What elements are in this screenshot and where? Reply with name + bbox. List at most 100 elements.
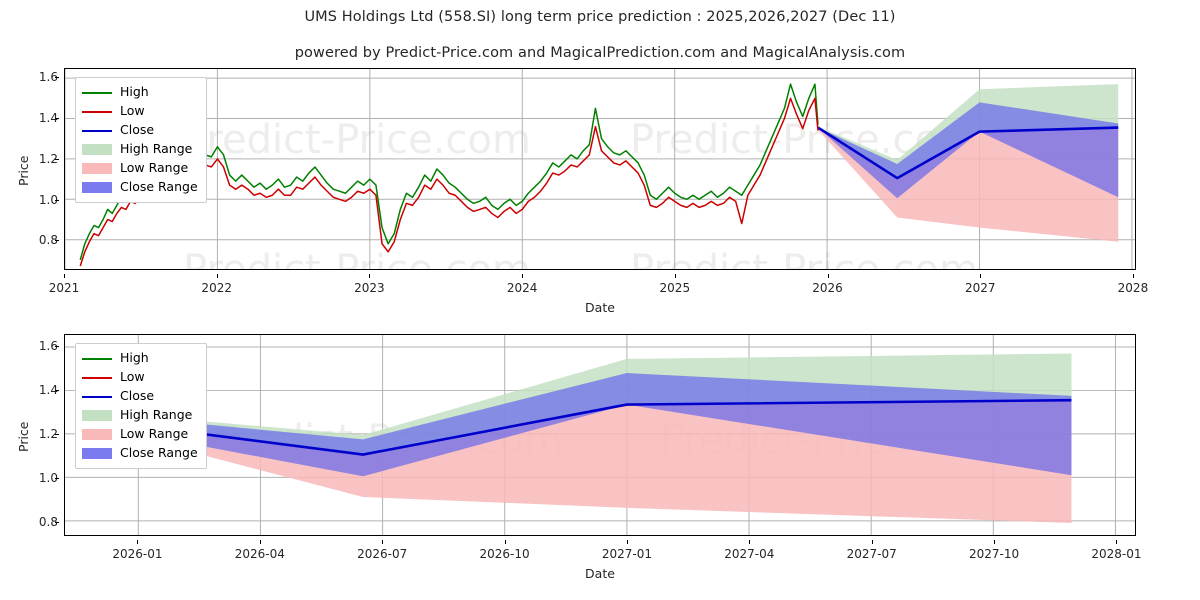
legend-item: Low Range [82,159,198,178]
x-tick-mark [382,540,384,544]
legend-item-label: High [120,350,149,366]
y-tick-mark [55,433,59,435]
legend-item-label: High [120,84,149,100]
x-tick-mark [827,274,829,278]
chart-title: UMS Holdings Ltd (558.SI) long term pric… [304,9,896,25]
x-tick-label: 2025 [659,281,691,295]
y-axis-ticks-bottom: 0.8 1.0 1.2 1.4 1.6 [0,334,59,536]
x-tick-label: 2027-10 [968,547,1020,561]
legend-item-label: High Range [120,407,193,423]
y-tick-mark [55,477,59,479]
legend-patch-swatch [82,448,112,459]
legend-patch-swatch [82,144,112,155]
x-tick-label: 2024 [506,281,538,295]
x-tick-label: 2027 [964,281,996,295]
legend-line-swatch [82,376,112,379]
x-tick-label: 2028-01 [1091,547,1142,561]
legend-item: High [82,349,198,368]
x-tick-label: 2021 [48,281,80,295]
y-tick-label: 1.6 [38,339,58,354]
x-tick-label: 2027-01 [601,547,652,561]
x-tick-mark [369,274,371,278]
y-tick-mark [55,117,59,119]
x-tick-mark [871,540,873,544]
legend-patch-swatch [82,163,112,174]
x-tick-mark [749,540,751,544]
legend-line-swatch [82,357,112,360]
legend-item-label: Low Range [120,160,189,176]
x-tick-label: 2026-01 [112,547,163,561]
y-axis-ticks-top: 0.8 1.0 1.2 1.4 1.6 [0,68,59,270]
legend-item-label: Close [120,122,155,138]
legend-item-label: Close Range [120,445,198,461]
x-tick-label: 2027-04 [724,547,775,561]
legend-item: Low [82,102,198,121]
y-tick-label: 1.0 [38,192,58,207]
legend-item: Close [82,121,198,140]
y-tick-label: 1.2 [38,151,58,166]
y-tick-label: 1.6 [38,70,58,85]
y-tick-mark [55,346,59,348]
x-tick-label: 2022 [201,281,232,295]
chart-subtitle: powered by Predict-Price.com and Magical… [294,45,906,61]
legend-item-label: High Range [120,141,193,157]
legend-item-label: Close [120,388,155,404]
legend-item-label: Close Range [120,179,198,195]
legend-patch-swatch [82,182,112,193]
legend-line-swatch [82,129,112,132]
legend-item: High Range [82,406,198,425]
y-tick-mark [55,521,59,523]
legend-item: Close Range [82,178,198,197]
x-tick-mark [1116,540,1118,544]
x-tick-mark [626,540,628,544]
y-tick-mark [55,240,59,242]
y-tick-label: 1.4 [38,382,58,397]
x-axis-ticks-top: 2021 2022 2023 2024 2025 2026 2027 2028 [49,274,1148,295]
legend-item: Close Range [82,444,198,463]
legend-line-swatch [82,91,112,94]
legend-top: High Low Close High Range Low Range Close Ran… [75,77,207,203]
legend-item: Low Range [82,425,198,444]
legend-patch-swatch [82,410,112,421]
x-tick-label: 2026-07 [357,547,408,561]
x-tick-mark [137,540,139,544]
legend-item-label: Low [120,369,145,385]
x-tick-label: 2026 [812,281,843,295]
x-axis-ticks-bottom: 2026-01 2026-04 2026-07 2026-10 2027-01 2027-… [64,540,1141,561]
plot-canvas-top [65,69,1135,269]
legend-item-label: Low Range [120,426,189,442]
x-tick-label: 2028 [1117,281,1149,295]
x-tick-mark [1132,274,1134,278]
y-tick-label: 0.8 [38,514,58,529]
plot-canvas-bottom [65,335,1135,535]
y-tick-label: 0.8 [38,233,58,248]
legend-item: Low [82,368,198,387]
legend-item: High Range [82,140,198,159]
close-forecast-line [817,126,1119,180]
legend-item: Close [82,387,198,406]
legend-patch-swatch [82,429,112,440]
y-tick-label: 1.0 [38,470,58,485]
legend-item-label: Low [120,103,145,119]
x-tick-mark [994,540,996,544]
close-range-band [108,373,1072,477]
price-history-forecast-plot: Predict-Price.com Predict-Price.com Pred… [64,68,1136,270]
y-tick-mark [55,199,59,201]
x-tick-label: 2026-10 [479,547,530,561]
y-tick-label: 1.2 [38,426,58,441]
forecast-detail-plot: Predict-Price.com Predict-Price.com High… [64,334,1136,536]
close-forecast-line [108,398,1072,456]
x-tick-label: 2027-07 [846,547,897,561]
x-tick-label: 2023 [354,281,385,295]
y-tick-mark [55,389,59,391]
x-tick-mark [522,274,524,278]
x-axis-label-bottom: Date [585,566,615,581]
x-axis-label-top: Date [585,300,615,315]
x-tick-mark [216,274,218,278]
legend-line-swatch [82,395,112,398]
x-tick-mark [674,274,676,278]
y-tick-mark [55,77,59,79]
legend-item: High [82,83,198,102]
x-tick-mark [64,274,65,278]
